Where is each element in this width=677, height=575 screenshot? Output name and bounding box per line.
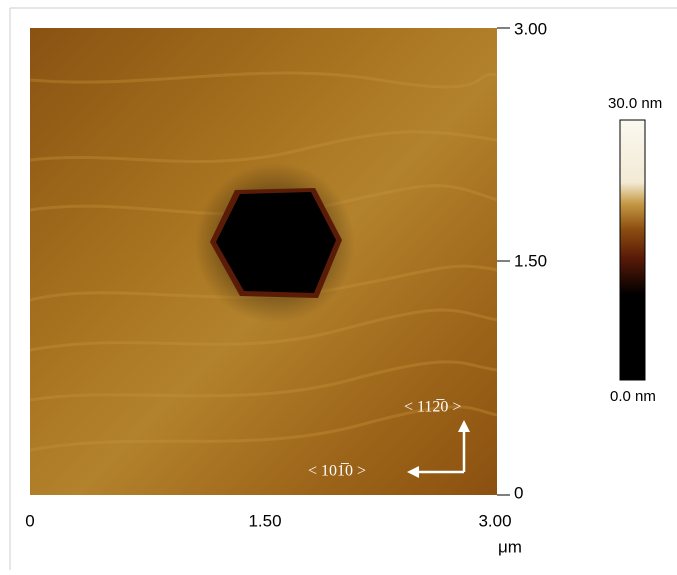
direction-label: < 101̅0 > bbox=[308, 463, 366, 480]
y-tick-label: 0 bbox=[514, 483, 523, 502]
x-unit: μm bbox=[498, 537, 522, 556]
x-tick-label: 0 bbox=[25, 511, 34, 530]
color-bar bbox=[620, 120, 645, 380]
x-tick-label: 3.00 bbox=[478, 511, 511, 530]
color-max-label: 30.0 nm bbox=[608, 95, 662, 112]
figure: 3.00 1.50 0 0 1.50 3.00 μm 30.0 nm 0.0 n… bbox=[0, 0, 677, 570]
direction-label: < 112̅0 > bbox=[404, 399, 461, 416]
x-tick-label: 1.50 bbox=[248, 511, 281, 530]
axis-ticks bbox=[497, 28, 510, 495]
y-tick-label: 3.00 bbox=[514, 19, 547, 38]
color-min-label: 0.0 nm bbox=[610, 388, 656, 405]
afm-image bbox=[30, 28, 497, 495]
y-tick-label: 1.50 bbox=[514, 251, 547, 270]
